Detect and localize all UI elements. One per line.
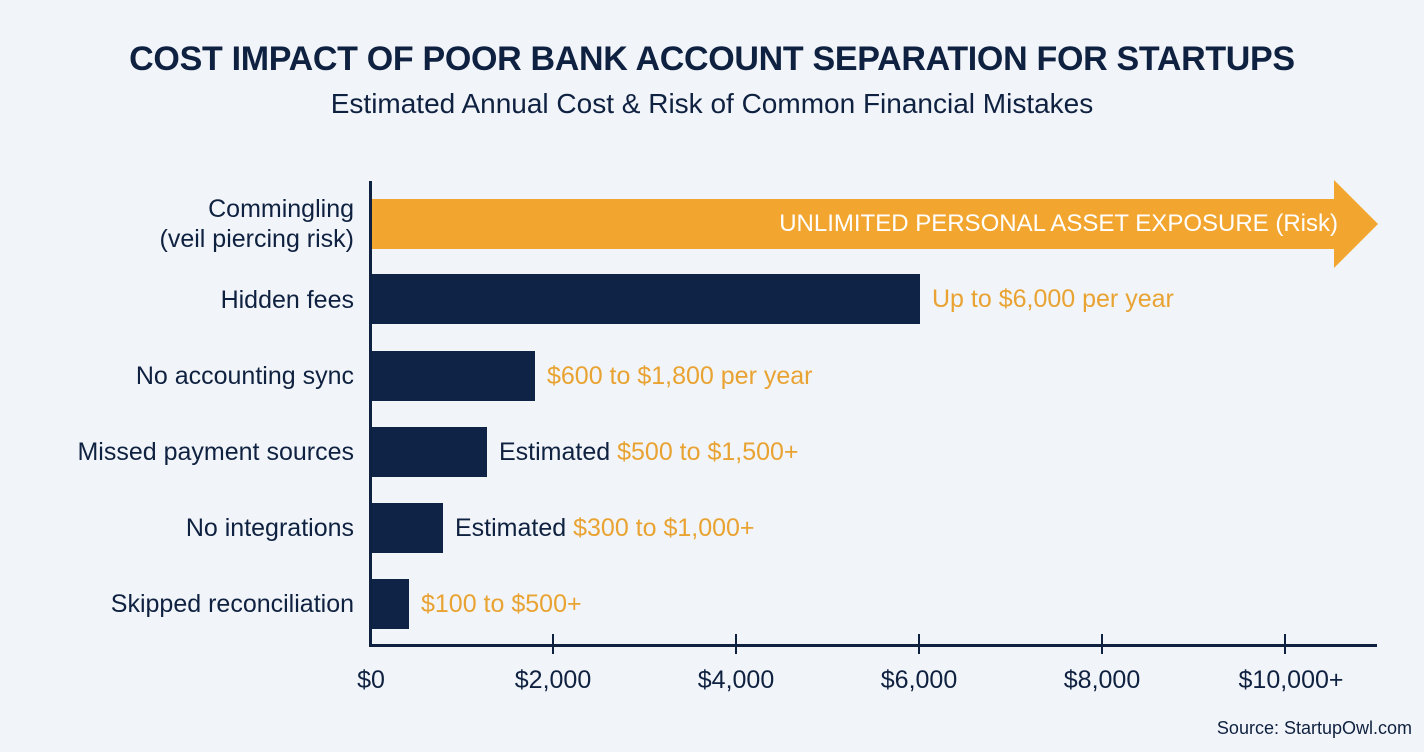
value-label-no-accounting-sync: $600 to $1,800 per year bbox=[547, 362, 813, 390]
category-label-line2: (veil piercing risk) bbox=[159, 225, 354, 253]
x-tick-label-2000: $2,000 bbox=[514, 666, 592, 694]
bar-hidden-fees bbox=[371, 274, 920, 324]
bar-missed-payment-sources bbox=[371, 427, 487, 477]
x-tick-label-4000: $4,000 bbox=[697, 666, 775, 694]
x-axis-line bbox=[369, 644, 1377, 647]
category-label-hidden-fees: Hidden fees bbox=[220, 286, 354, 314]
value-label-no-integrations: Estimated $300 to $1,000+ bbox=[455, 514, 755, 542]
category-label-no-integrations: No integrations bbox=[185, 514, 354, 542]
x-tick-6000 bbox=[918, 634, 920, 654]
x-tick-8000 bbox=[1101, 634, 1103, 654]
value-label-hidden-fees: Up to $6,000 per year bbox=[932, 285, 1174, 313]
source-credit: Source: StartupOwl.com bbox=[1216, 718, 1412, 738]
x-tick-label-0: $0 bbox=[357, 666, 385, 694]
category-label-line1: Commingling bbox=[208, 195, 354, 223]
x-tick-label-6000: $6,000 bbox=[880, 666, 958, 694]
value-label-missed-payment-sources: Estimated $500 to $1,500+ bbox=[499, 438, 799, 466]
category-label-skipped-reconciliation: Skipped reconciliation bbox=[110, 590, 354, 618]
risk-arrow bbox=[371, 180, 1378, 268]
category-label-commingling: Commingling (veil piercing risk) bbox=[160, 194, 354, 254]
x-tick-4000 bbox=[735, 634, 737, 654]
x-tick-2000 bbox=[552, 634, 554, 654]
category-label-missed-payment-sources: Missed payment sources bbox=[77, 438, 354, 466]
chart-subtitle: Estimated Annual Cost & Risk of Common F… bbox=[330, 88, 1094, 119]
chart-title: COST IMPACT OF POOR BANK ACCOUNT SEPARAT… bbox=[129, 40, 1295, 78]
x-tick-label-8000: $8,000 bbox=[1063, 666, 1141, 694]
x-tick-10000 bbox=[1284, 634, 1286, 654]
bar-no-integrations bbox=[371, 503, 443, 553]
risk-arrow-label: UNLIMITED PERSONAL ASSET EXPOSURE (Risk) bbox=[779, 210, 1338, 237]
x-tick-label-10000: $10,000+ bbox=[1238, 666, 1344, 694]
y-axis-line bbox=[369, 181, 372, 647]
bar-no-accounting-sync bbox=[371, 351, 535, 401]
value-label-skipped-reconciliation: $100 to $500+ bbox=[421, 590, 582, 618]
category-label-no-accounting-sync: No accounting sync bbox=[135, 362, 354, 390]
bar-skipped-reconciliation bbox=[371, 579, 409, 629]
